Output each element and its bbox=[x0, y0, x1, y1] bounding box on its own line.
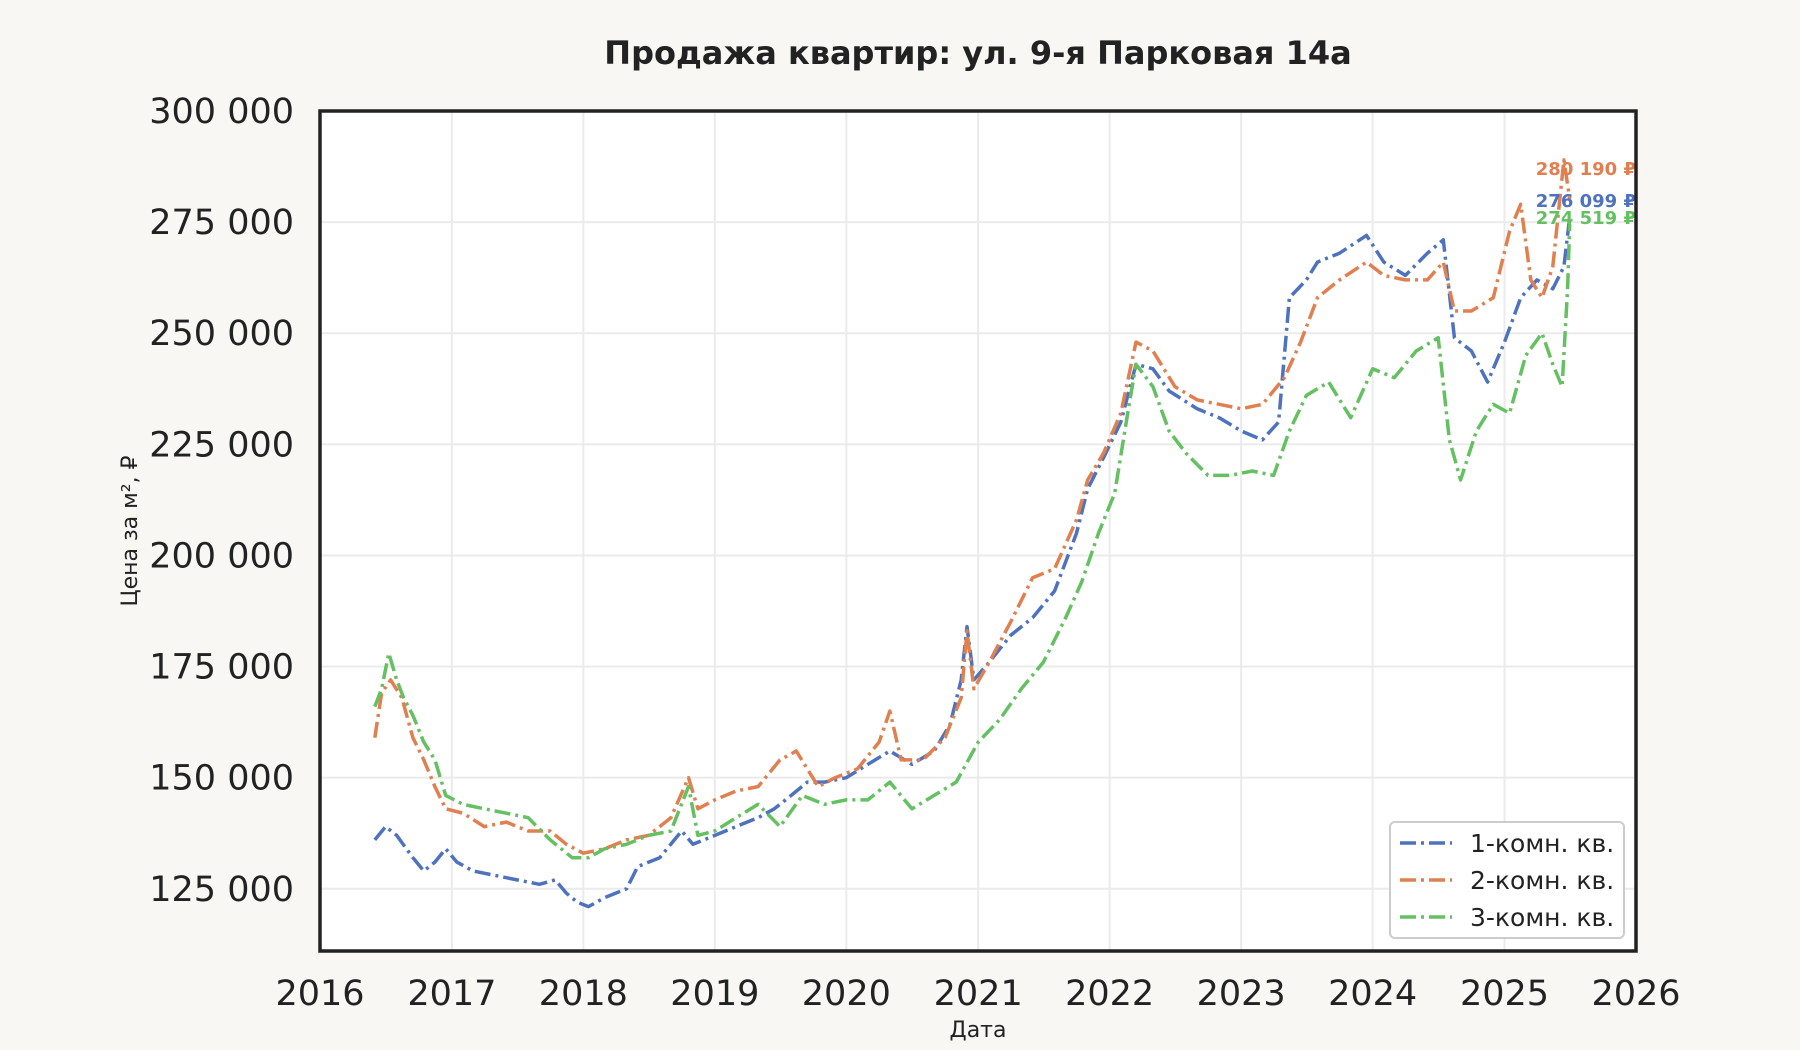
x-tick-label: 2019 bbox=[670, 974, 759, 1014]
legend-label-1: 1-комн. кв. bbox=[1470, 829, 1614, 858]
legend: 1-комн. кв. 2-комн. кв. 3-комн. кв. bbox=[1389, 821, 1625, 939]
y-axis-ticks: 125 000 150 000 175 000 200 000 225 000 250 0… bbox=[149, 92, 294, 910]
y-tick-label: 125 000 bbox=[149, 870, 294, 910]
x-tick-label: 2026 bbox=[1591, 974, 1680, 1014]
y-axis-label: Цена за м², ₽ bbox=[118, 455, 143, 606]
x-tick-label: 2022 bbox=[1065, 974, 1154, 1014]
x-tick-label: 2017 bbox=[407, 974, 496, 1014]
x-tick-label: 2023 bbox=[1197, 974, 1286, 1014]
end-labels: 276 099 ₽ 280 190 ₽ 274 519 ₽ bbox=[1536, 159, 1636, 229]
y-tick-label: 150 000 bbox=[149, 759, 294, 799]
x-tick-label: 2018 bbox=[539, 974, 628, 1014]
y-tick-label: 275 000 bbox=[149, 203, 294, 243]
legend-box bbox=[1389, 821, 1625, 939]
plot-frame bbox=[318, 109, 1638, 953]
series-line-2 bbox=[373, 158, 1572, 855]
x-tick-label: 2020 bbox=[802, 974, 891, 1014]
chart-title: Продажа квартир: ул. 9-я Парковая 14а bbox=[604, 34, 1351, 72]
legend-label-3: 3-комн. кв. bbox=[1470, 903, 1614, 932]
end-value-label-1: 276 099 ₽ bbox=[1536, 191, 1636, 212]
end-value-label-2: 280 190 ₽ bbox=[1536, 159, 1636, 180]
y-tick-label: 225 000 bbox=[149, 425, 294, 465]
legend-items: 1-комн. кв. 2-комн. кв. 3-комн. кв. bbox=[1400, 829, 1614, 932]
y-tick-label: 175 000 bbox=[149, 648, 294, 688]
y-tick-label: 300 000 bbox=[149, 92, 294, 132]
x-tick-label: 2025 bbox=[1460, 974, 1549, 1014]
x-tick-label: 2024 bbox=[1328, 974, 1417, 1014]
end-value-label-3: 274 519 ₽ bbox=[1536, 208, 1636, 229]
series-line-3 bbox=[373, 224, 1572, 860]
x-tick-label: 2016 bbox=[275, 974, 364, 1014]
y-tick-label: 200 000 bbox=[149, 536, 294, 576]
x-axis-label: Дата bbox=[950, 1018, 1007, 1043]
x-axis-ticks: 2016 2017 2018 2019 2020 2021 2022 2023 2024 2025… bbox=[275, 974, 1680, 1014]
y-tick-label: 250 000 bbox=[149, 314, 294, 354]
legend-label-2: 2-комн. кв. bbox=[1470, 866, 1614, 895]
series-layer bbox=[373, 158, 1572, 909]
x-tick-label: 2021 bbox=[934, 974, 1023, 1014]
